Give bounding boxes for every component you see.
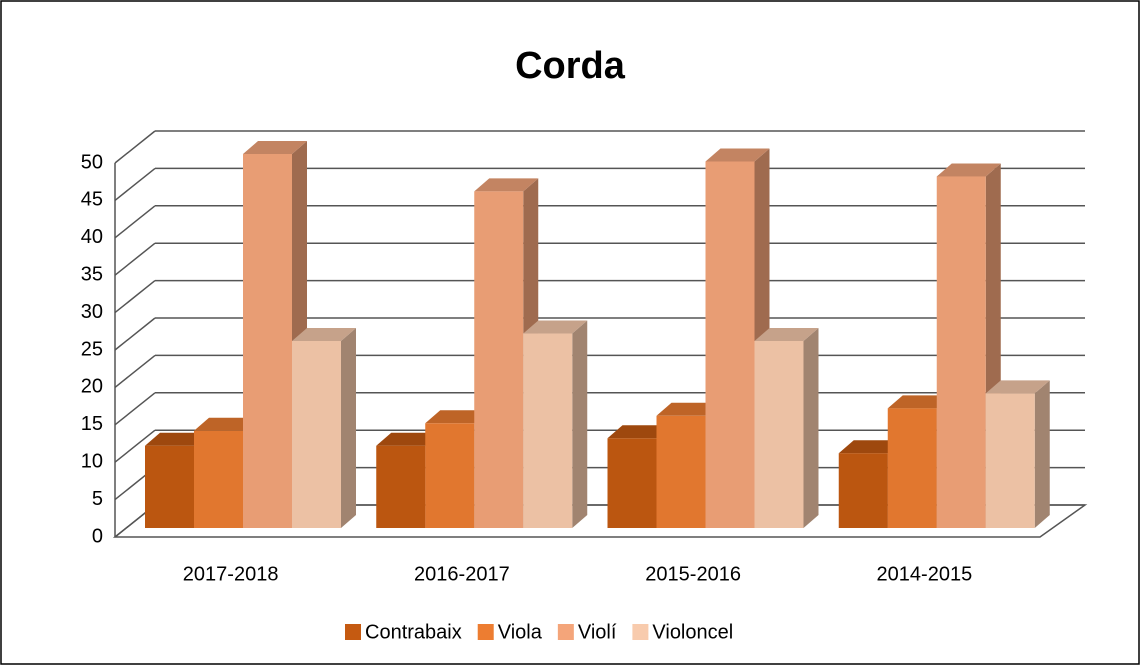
y-tick-label: 0 (92, 525, 103, 547)
bar (754, 328, 819, 528)
y-tick-label: 25 (81, 338, 103, 360)
bar-front (376, 445, 426, 528)
bar-front (292, 341, 341, 528)
bar-front (243, 154, 292, 528)
x-tick-label: 2016-2017 (414, 563, 510, 585)
y-tick-label: 45 (81, 189, 103, 211)
bar-top (838, 440, 903, 454)
bar-front (607, 438, 657, 528)
bar-front (425, 423, 475, 528)
bar-front (936, 176, 986, 528)
bar-side (803, 328, 819, 528)
bar-top (523, 320, 588, 334)
bar-front (474, 191, 524, 528)
bar-front (145, 445, 194, 528)
x-tick-label: 2014-2015 (877, 563, 973, 585)
bar-top (705, 148, 770, 162)
bar-top (887, 395, 952, 409)
y-tick-label: 35 (81, 263, 103, 285)
legend-label: Violoncel (652, 621, 733, 643)
legend-label: Contrabaix (365, 621, 462, 643)
bar-front (523, 333, 573, 528)
bar-front (705, 161, 755, 529)
y-tick-label: 5 (92, 488, 103, 510)
bar-top (985, 380, 1050, 394)
bar-front (194, 430, 243, 528)
bar-top (194, 417, 258, 431)
bar-top (292, 328, 356, 341)
grid-line-side (114, 317, 156, 351)
bar-side (1034, 380, 1050, 528)
bar-front (887, 408, 937, 528)
grid-line-side (114, 130, 156, 164)
legend-swatch (632, 624, 649, 640)
bar (523, 320, 588, 528)
bar-front (985, 393, 1035, 528)
bar (985, 380, 1050, 528)
y-tick-label: 40 (81, 226, 103, 248)
grid-line-side (114, 429, 156, 463)
bar-front (656, 415, 706, 528)
bar-front (754, 341, 804, 528)
bar-top (656, 402, 721, 416)
grid-line-side (114, 167, 156, 201)
legend-swatch (557, 624, 574, 640)
grid-line-side (114, 242, 156, 276)
y-tick-label: 10 (81, 450, 103, 472)
legend-label: Viola (498, 621, 543, 643)
legend-swatch (477, 624, 494, 640)
bar-top (425, 410, 490, 424)
bar-top (936, 163, 1001, 177)
grid-line-side (114, 205, 156, 239)
bar-top (243, 141, 307, 154)
grid-line-side (114, 280, 156, 314)
bar-front (838, 453, 888, 528)
x-tick-label: 2017-2018 (183, 563, 279, 585)
chart-title: Corda (515, 45, 626, 87)
bar-side (341, 328, 356, 528)
y-tick-label: 30 (81, 301, 103, 323)
grid-line-side (114, 392, 156, 426)
legend-label: Violí (578, 621, 617, 643)
x-tick-label: 2015-2016 (645, 563, 741, 585)
bar-top (754, 328, 819, 341)
bar-top (376, 432, 441, 446)
y-tick-label: 50 (81, 151, 103, 173)
y-tick-label: 15 (81, 413, 103, 435)
bar-top (145, 432, 209, 446)
grid-line-side (114, 354, 156, 388)
bar-side (572, 320, 588, 528)
legend-swatch (345, 624, 361, 640)
bar-top (474, 178, 539, 192)
y-tick-label: 20 (81, 376, 103, 398)
bar-top (607, 425, 672, 439)
bar (292, 328, 356, 528)
